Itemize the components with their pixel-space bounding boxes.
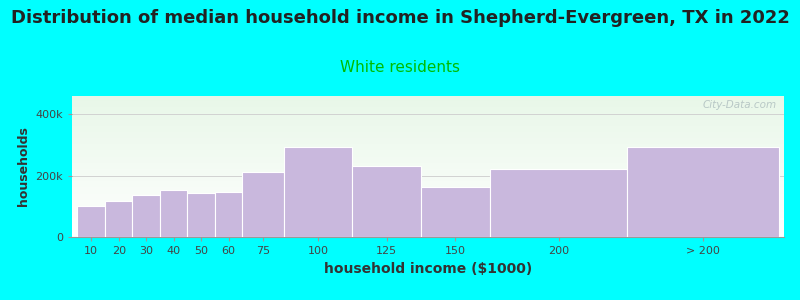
Text: City-Data.com: City-Data.com bbox=[702, 100, 777, 110]
Bar bbox=[627, 147, 778, 237]
Bar bbox=[284, 147, 353, 237]
Bar bbox=[242, 172, 284, 237]
Bar bbox=[160, 190, 187, 237]
Bar bbox=[133, 195, 160, 237]
X-axis label: household income ($1000): household income ($1000) bbox=[324, 262, 532, 276]
Bar bbox=[187, 194, 215, 237]
Y-axis label: households: households bbox=[17, 127, 30, 206]
Bar bbox=[78, 206, 105, 237]
Bar bbox=[215, 192, 242, 237]
Text: Distribution of median household income in Shepherd-Evergreen, TX in 2022: Distribution of median household income … bbox=[10, 9, 790, 27]
Bar bbox=[421, 187, 490, 237]
Text: White residents: White residents bbox=[340, 60, 460, 75]
Bar bbox=[353, 166, 421, 237]
Bar bbox=[490, 169, 627, 237]
Bar bbox=[105, 201, 133, 237]
